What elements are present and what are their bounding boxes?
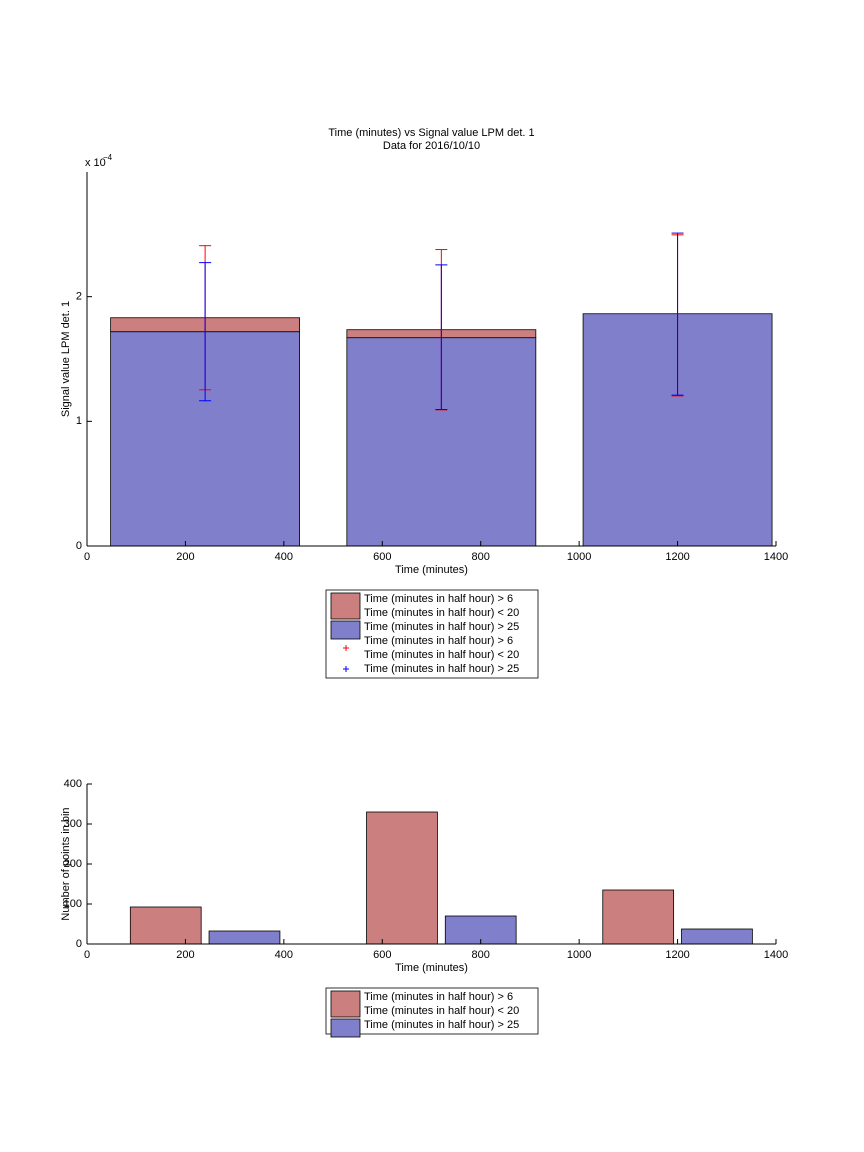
x-tick-label: 600 [373, 949, 391, 961]
y-tick-label: 2 [76, 291, 82, 303]
x-tick-label: 1000 [567, 551, 591, 563]
chart-subtitle: Data for 2016/10/10 [383, 140, 480, 152]
x-tick-label: 1200 [665, 949, 689, 961]
bar [208, 930, 281, 945]
legend-box [325, 987, 539, 1035]
legend-swatch [330, 990, 361, 1018]
legend-label: Time (minutes in half hour) < 20 [364, 649, 519, 661]
chart-title: Time (minutes) vs Signal value LPM det. … [328, 127, 534, 139]
legend-label: Time (minutes in half hour) > 25 [364, 1019, 519, 1031]
legend-label: Time (minutes in half hour) < 20 [364, 1005, 519, 1017]
legend-swatch [330, 1018, 361, 1038]
bar [129, 906, 202, 945]
legend-box [325, 589, 539, 679]
x-tick-label: 200 [176, 949, 194, 961]
x-tick-label: 1000 [567, 949, 591, 961]
x-tick-label: 200 [176, 551, 194, 563]
legend-swatch [330, 620, 361, 640]
y-tick-label: 0 [76, 540, 82, 552]
x-tick-label: 800 [472, 949, 490, 961]
x-tick-label: 400 [275, 949, 293, 961]
legend-label: Time (minutes in half hour) > 6 [364, 635, 513, 647]
x-tick-label: 1200 [665, 551, 689, 563]
x-tick-label: 0 [84, 949, 90, 961]
x-axis-label: Time (minutes) [395, 564, 468, 576]
x-tick-label: 800 [472, 551, 490, 563]
error-bar [199, 262, 212, 402]
x-tick-label: 1400 [764, 551, 788, 563]
x-tick-label: 1400 [764, 949, 788, 961]
y-tick-label: 0 [76, 938, 82, 950]
x-tick-label: 0 [84, 551, 90, 563]
y-exponent-power: −4 [103, 153, 113, 162]
bar [602, 889, 675, 945]
y-tick-label: 300 [64, 818, 82, 830]
legend-label: Time (minutes in half hour) > 25 [364, 663, 519, 675]
error-bar [671, 232, 684, 396]
legend-label: Time (minutes in half hour) < 20 [364, 607, 519, 619]
bar [366, 811, 438, 945]
legend-label: Time (minutes in half hour) > 25 [364, 621, 519, 633]
y-tick-label: 400 [64, 778, 82, 790]
bar-segment [110, 331, 301, 547]
legend-label: Time (minutes in half hour) > 6 [364, 593, 513, 605]
y-tick-label: 200 [64, 858, 82, 870]
y-axis-label: Number of points in bin [60, 807, 72, 920]
y-tick-label: 1 [76, 415, 82, 427]
error-bar [435, 264, 448, 410]
bar [681, 928, 753, 945]
x-axis-label: Time (minutes) [395, 962, 468, 974]
x-tick-label: 400 [275, 551, 293, 563]
legend-label: Time (minutes in half hour) > 6 [364, 991, 513, 1003]
legend-swatch [330, 592, 361, 620]
y-exponent-base: x 10 [85, 157, 106, 169]
y-tick-label: 100 [64, 898, 82, 910]
y-axis-label: Signal value LPM det. 1 [60, 301, 72, 417]
x-tick-label: 600 [373, 551, 391, 563]
